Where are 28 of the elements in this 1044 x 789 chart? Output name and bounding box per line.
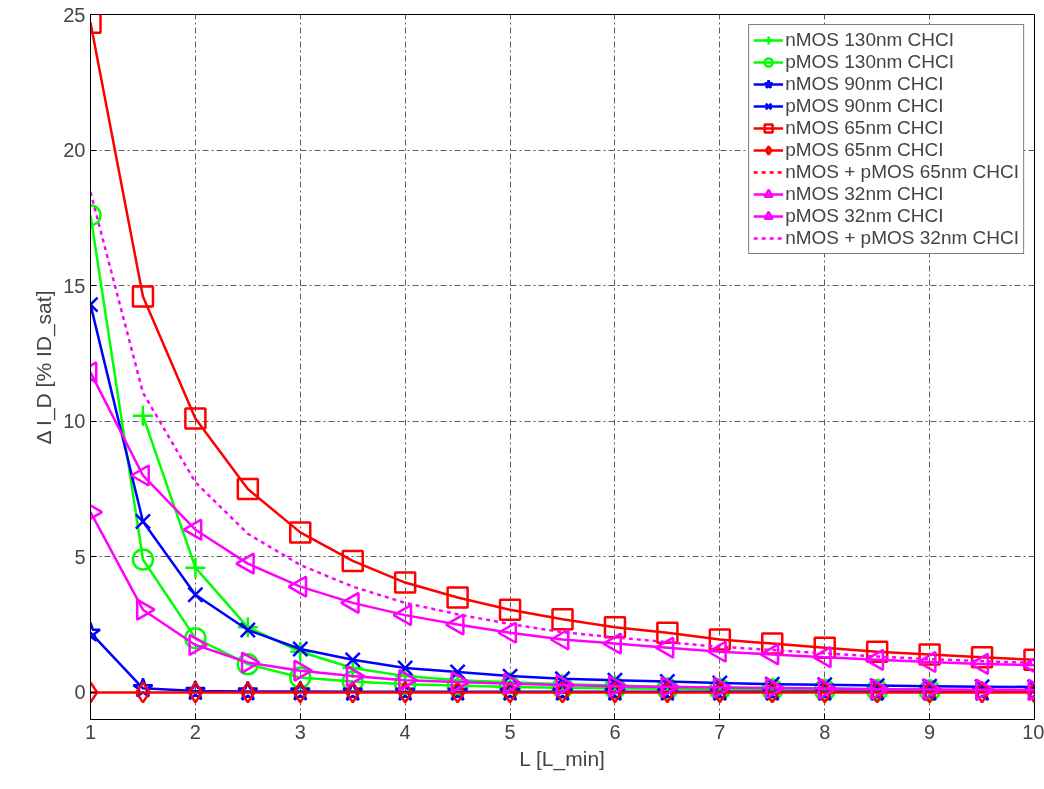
y-axis-title: Δ I_D [% ID_sat]	[32, 290, 57, 445]
y-tick-label: 20	[63, 139, 86, 162]
legend-label: nMOS 32nm CHCI	[785, 183, 944, 205]
legend-label: nMOS 65nm CHCI	[785, 117, 944, 139]
x-tick-label: 7	[714, 720, 726, 743]
legend-label: nMOS 130nm CHCI	[785, 29, 955, 51]
x-tick-label: 6	[609, 720, 621, 743]
x-tick-label: 9	[924, 720, 936, 743]
x-tick-label: 5	[504, 720, 516, 743]
legend-label: nMOS + pMOS 65nm CHCI	[785, 161, 1019, 183]
y-tick-label: 0	[74, 681, 86, 704]
y-tick-label: 5	[74, 545, 86, 568]
legend-label: pMOS 32nm CHCI	[785, 205, 944, 227]
x-tick-label: 1	[84, 720, 97, 743]
y-tick-label: 15	[63, 274, 86, 297]
legend-label: pMOS 65nm CHCI	[785, 139, 944, 161]
y-tick-label: 25	[63, 3, 86, 26]
x-tick-label: 10	[1022, 720, 1044, 743]
legend-label: nMOS + pMOS 32nm CHCI	[785, 227, 1019, 249]
x-tick-label: 8	[819, 720, 831, 743]
legend-label: nMOS 90nm CHCI	[785, 73, 944, 95]
x-tick-label: 4	[399, 720, 411, 743]
x-tick-label: 2	[189, 720, 201, 743]
legend-label: pMOS 90nm CHCI	[785, 95, 944, 117]
legend-label: pMOS 130nm CHCI	[785, 51, 955, 73]
x-tick-label: 3	[294, 720, 306, 743]
x-axis-title: L [L_min]	[519, 746, 605, 771]
y-tick-label: 10	[63, 410, 86, 433]
